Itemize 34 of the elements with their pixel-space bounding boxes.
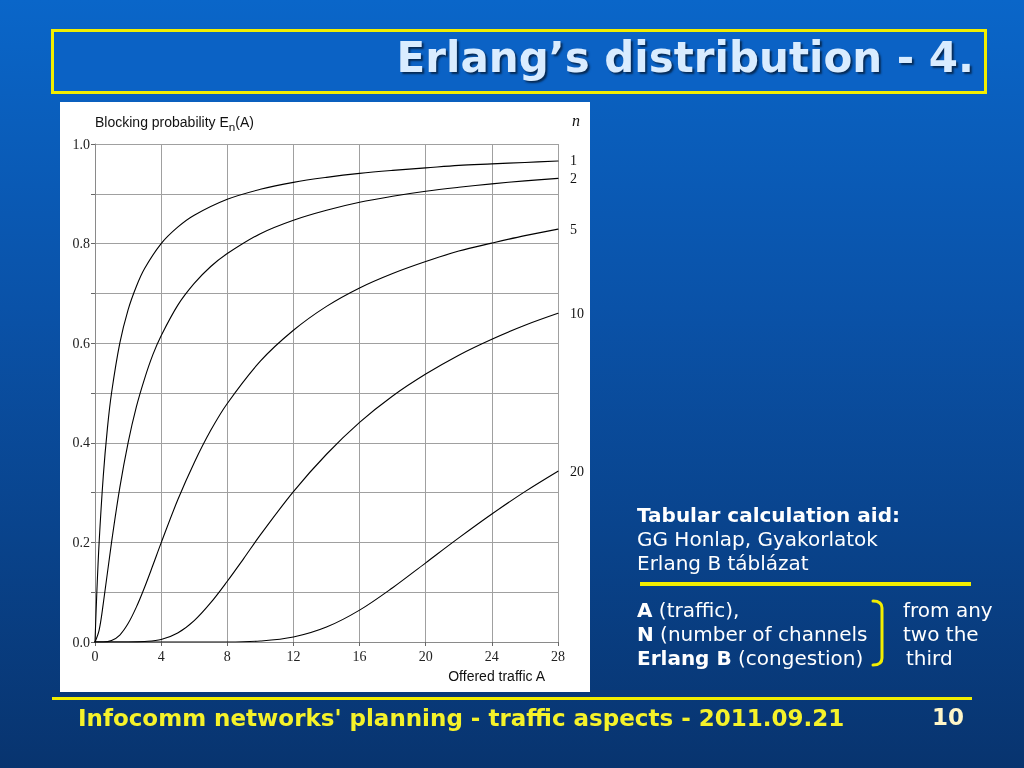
- x-tick-label: 20: [418, 648, 433, 664]
- text: third: [906, 646, 953, 670]
- x-tick-label: 24: [484, 648, 499, 664]
- y-tick-label: 0.6: [72, 335, 90, 351]
- series-label: 2: [570, 170, 577, 186]
- x-tick-label: 16: [352, 648, 367, 664]
- text: Erlang B táblázat: [637, 551, 809, 575]
- y-axis-title: Blocking probability E$_{n}$(A): [95, 114, 255, 133]
- y-tick-label: 0.8: [72, 236, 90, 252]
- x-tick-label: 8: [223, 648, 231, 664]
- text: 10: [932, 704, 965, 730]
- text: GG Honlap, Gyakorlatok: [637, 527, 878, 551]
- text: A (traffic),: [637, 598, 740, 622]
- y-tick-label: 0.2: [72, 534, 90, 550]
- text: Tabular calculation aid:: [637, 503, 900, 527]
- x-tick-label: 4: [157, 648, 165, 664]
- text: from any: [903, 598, 993, 622]
- text: Infocomm networks' planning - traffic aspects - 2011.09.21: [78, 705, 845, 731]
- y-tick-label: 0.0: [72, 634, 90, 650]
- x-tick-label: 0: [91, 648, 99, 664]
- x-tick-label: 12: [286, 648, 301, 664]
- series-label: 5: [570, 221, 577, 237]
- legend-title: n: [572, 112, 580, 130]
- series-label: 10: [570, 305, 584, 321]
- text: Erlang B (congestion): [637, 646, 864, 670]
- series-label: 1: [570, 153, 577, 169]
- text: Erlang’s distribution - 4.: [396, 33, 974, 83]
- text: N (number of channels: [637, 622, 868, 646]
- x-axis-title: Offered traffic A: [448, 668, 545, 684]
- x-tick-label: 28: [551, 648, 565, 664]
- y-tick-label: 0.4: [72, 435, 90, 451]
- y-tick-label: 1.0: [72, 136, 90, 152]
- series-label: 20: [570, 463, 584, 479]
- text: two the: [903, 622, 979, 646]
